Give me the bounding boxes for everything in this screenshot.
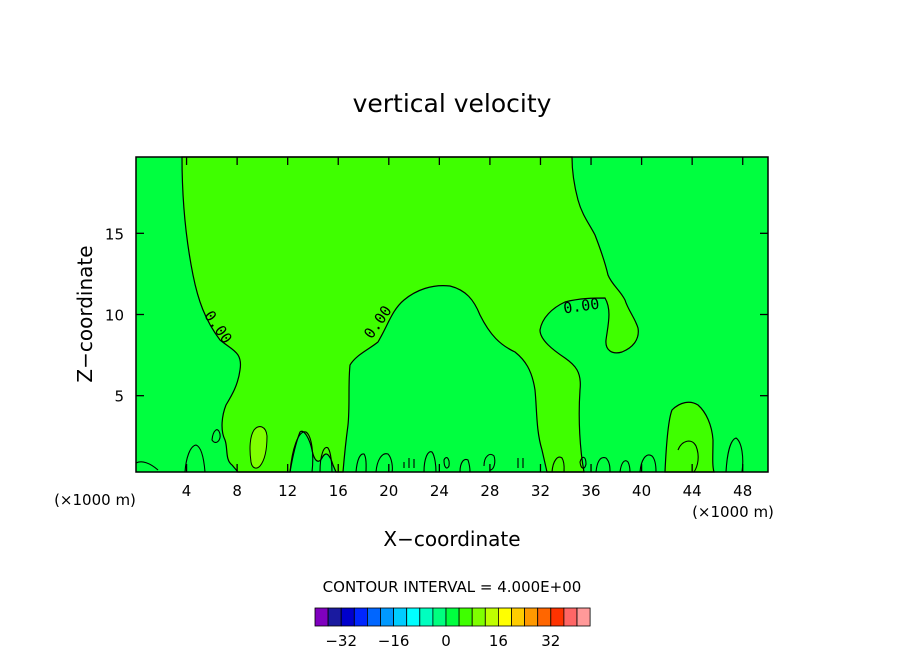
color-bar-swatch <box>340 607 355 627</box>
color-bar-swatch <box>419 607 434 627</box>
color-bar-swatch <box>393 607 408 627</box>
color-bar-tick-label: 32 <box>541 632 560 650</box>
color-bar-swatch <box>524 607 539 627</box>
x-tick-label: 48 <box>733 482 752 500</box>
color-bar-swatch <box>432 607 447 627</box>
color-bar-swatch <box>497 607 512 627</box>
y-axis-label: Z−coordinate <box>73 245 97 382</box>
color-bar-tick-label: −16 <box>378 632 410 650</box>
x-unit-left: (×1000 m) <box>54 491 136 509</box>
color-bar-swatch <box>380 607 395 627</box>
x-tick-label: 36 <box>581 482 600 500</box>
y-tick-label: 15 <box>105 225 124 243</box>
color-bar-tick-label: 16 <box>489 632 508 650</box>
plot-area: 0.00 0.00 0.00 <box>135 156 769 473</box>
chart-title: vertical velocity <box>353 89 552 118</box>
color-bar-swatch <box>314 607 329 627</box>
surface-contours <box>135 429 744 473</box>
color-bar-swatch <box>550 607 565 627</box>
color-bar-swatch <box>327 607 342 627</box>
contour-label: 0.00 <box>562 295 600 318</box>
color-bar-ticks: −32 −16 0 16 32 <box>325 632 560 650</box>
color-bar-swatch <box>484 607 499 627</box>
color-bar-swatch <box>511 607 526 627</box>
color-bar-swatch <box>563 607 578 627</box>
updraft-core-blob <box>249 426 268 469</box>
y-tick-label: 10 <box>105 307 124 325</box>
color-bar-swatch <box>366 607 381 627</box>
y-tick-label: 5 <box>114 388 124 406</box>
color-bar-swatch <box>406 607 421 627</box>
color-bar-tick-label: 0 <box>441 632 451 650</box>
positive-region-right <box>664 401 715 473</box>
color-bar-swatch <box>576 607 591 627</box>
x-tick-label: 12 <box>278 482 297 500</box>
x-axis-label: X−coordinate <box>383 527 520 551</box>
color-bar-swatch <box>353 607 368 627</box>
x-tick-label: 4 <box>182 482 192 500</box>
color-bar-swatch <box>471 607 486 627</box>
x-tick-label: 24 <box>430 482 449 500</box>
color-bar-swatch <box>537 607 552 627</box>
x-tick-label: 8 <box>232 482 242 500</box>
x-tick-label: 16 <box>329 482 348 500</box>
contour-interval-text: CONTOUR INTERVAL = 4.000E+00 <box>323 578 582 596</box>
x-tick-label: 28 <box>480 482 499 500</box>
x-tick-label: 20 <box>379 482 398 500</box>
positive-region-left <box>181 156 639 473</box>
x-tick-label: 32 <box>531 482 550 500</box>
x-tick-label: 44 <box>683 482 702 500</box>
color-bar-swatch <box>445 607 460 627</box>
y-axis: 5 10 15 <box>105 225 768 406</box>
x-axis: 4 8 12 16 20 24 28 32 36 40 44 48 <box>182 157 752 500</box>
color-bar-tick-label: −32 <box>325 632 357 650</box>
color-bar-swatch <box>458 607 473 627</box>
x-unit-right: (×1000 m) <box>692 503 774 521</box>
color-bar <box>314 607 591 627</box>
x-tick-label: 40 <box>632 482 651 500</box>
